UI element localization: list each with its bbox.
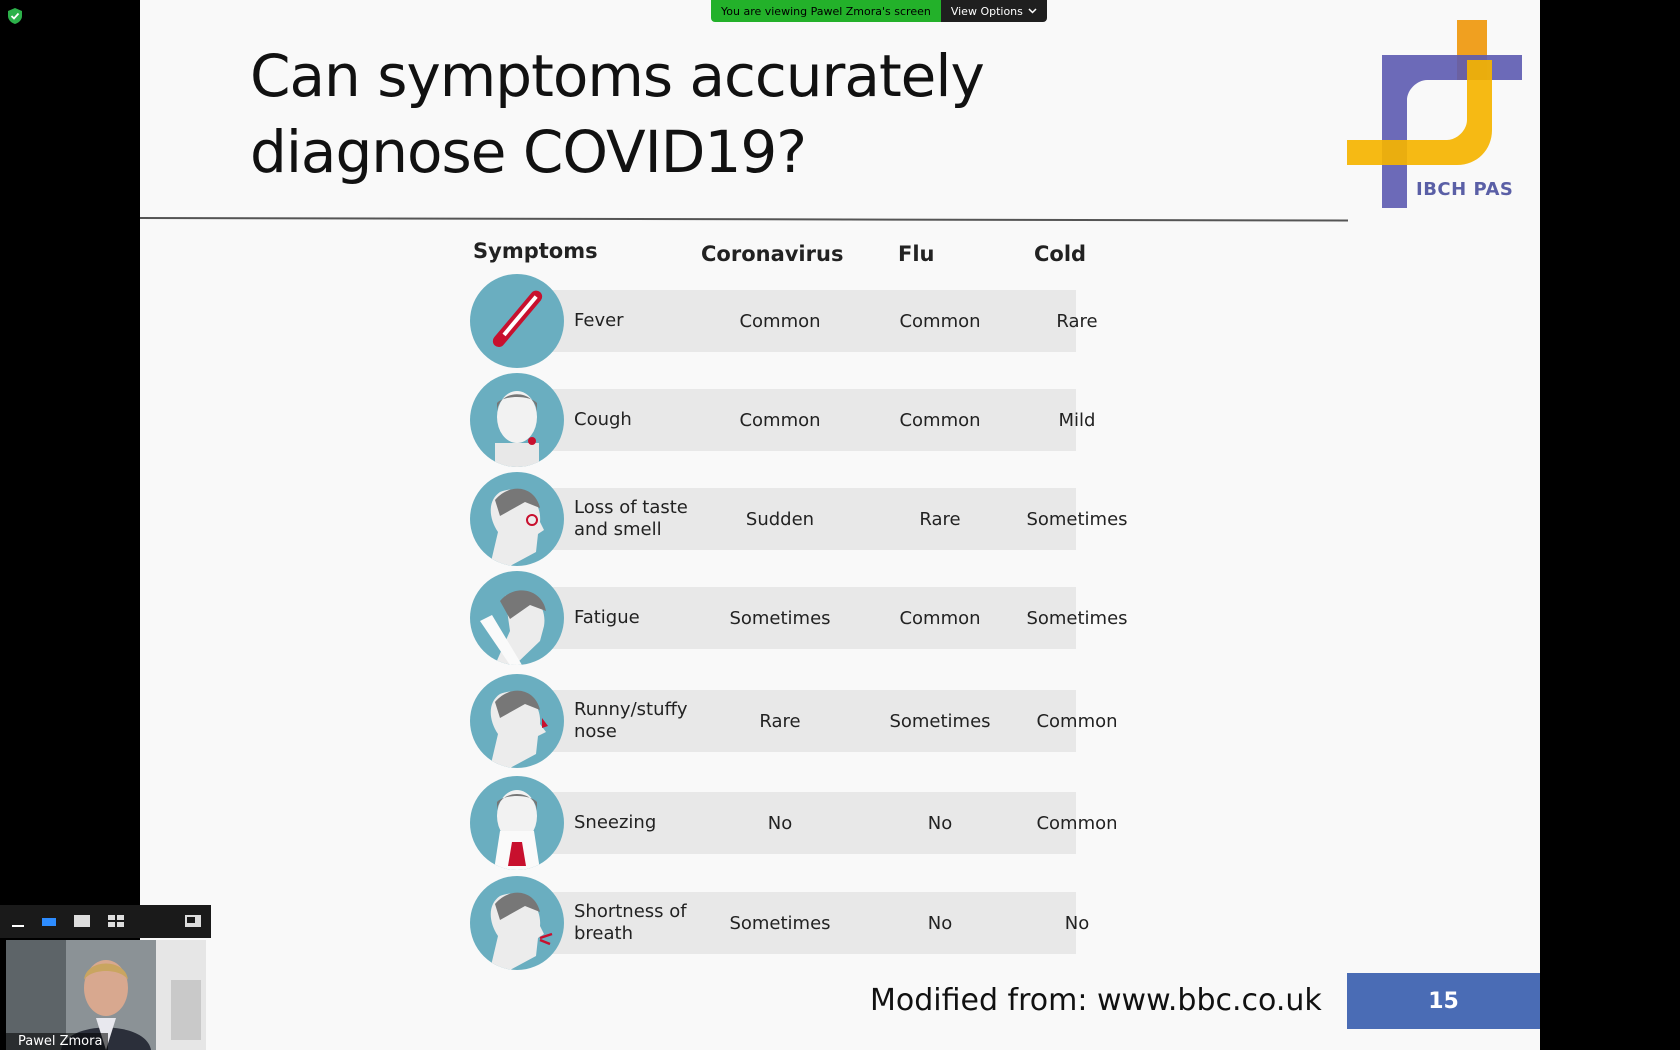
thermometer-icon	[470, 274, 564, 368]
column-header-coronavirus: Coronavirus	[701, 242, 844, 266]
taste-smell-icon	[470, 472, 564, 566]
coronavirus-value: Common	[739, 409, 821, 431]
page-number: 15	[1347, 973, 1540, 1029]
view-options-button[interactable]: View Options	[940, 0, 1047, 22]
symptom-name: Fatigue	[574, 607, 640, 628]
participant-video-tile[interactable]: Pawel Zmora	[6, 940, 206, 1050]
fatigue-icon	[470, 571, 564, 665]
row-background	[520, 690, 1076, 752]
coronavirus-value: Rare	[759, 710, 801, 732]
cold-value: Sometimes	[1026, 508, 1128, 530]
cold-value: Sometimes	[1026, 607, 1128, 629]
coronavirus-value: Common	[739, 310, 821, 332]
share-status-text: You are viewing Pawel Zmora's screen	[711, 0, 941, 22]
ibch-logo-icon	[1347, 20, 1522, 208]
security-shield-icon[interactable]	[8, 8, 22, 24]
row-background	[520, 892, 1076, 954]
shared-slide: Can symptoms accurately diagnose COVID19…	[140, 0, 1540, 1050]
slide-title: Can symptoms accurately diagnose COVID19…	[250, 42, 985, 186]
table-row: Runny/stuffy nose Rare Sometimes Common	[460, 674, 1154, 768]
table-row: Loss of taste and smell Sudden Rare Some…	[460, 472, 1154, 566]
shortness-of-breath-icon	[470, 876, 564, 970]
coronavirus-value: Sometimes	[729, 607, 831, 629]
table-row: Fatigue Sometimes Common Sometimes	[460, 571, 1154, 665]
gallery-view-icon[interactable]	[108, 915, 124, 927]
column-header-flu: Flu	[898, 242, 935, 266]
cold-value: Rare	[1056, 310, 1098, 332]
flu-value: Rare	[919, 508, 961, 530]
title-divider	[140, 217, 1348, 222]
column-header-symptoms: Symptoms	[473, 239, 598, 263]
cold-value: Common	[1036, 812, 1118, 834]
active-speaker-view-icon[interactable]	[42, 915, 56, 927]
participant-avatar	[6, 940, 206, 1050]
table-row: Cough Common Common Mild	[460, 373, 1154, 467]
symptom-name: Loss of taste and smell	[574, 497, 688, 540]
minimize-icon[interactable]	[12, 915, 24, 929]
coronavirus-value: No	[767, 812, 793, 834]
row-background	[520, 792, 1076, 854]
logo-text: IBCH PAS	[1416, 179, 1514, 200]
single-video-view-icon[interactable]	[74, 915, 90, 927]
sneezing-icon	[470, 776, 564, 870]
symptom-name: Shortness of breath	[574, 901, 687, 944]
cold-value: No	[1064, 912, 1090, 934]
symptom-name: Runny/stuffy nose	[574, 699, 688, 742]
row-background	[520, 389, 1076, 451]
cold-value: Mild	[1058, 409, 1096, 431]
flu-value: Common	[899, 310, 981, 332]
cold-value: Common	[1036, 710, 1118, 732]
flu-value: Common	[899, 607, 981, 629]
exit-video-panel-icon[interactable]	[185, 915, 201, 927]
table-row: Fever Common Common Rare	[460, 274, 1154, 368]
symptom-name: Cough	[574, 409, 632, 430]
row-background	[520, 488, 1076, 550]
video-panel-toolbar	[0, 905, 211, 938]
cough-icon	[470, 373, 564, 467]
coronavirus-value: Sudden	[745, 508, 815, 530]
table-row: Sneezing No No Common	[460, 776, 1154, 870]
row-background	[520, 587, 1076, 649]
row-background	[520, 290, 1076, 352]
flu-value: No	[927, 812, 953, 834]
chevron-down-icon	[1028, 8, 1037, 14]
view-options-label: View Options	[950, 4, 1023, 18]
column-header-cold: Cold	[1034, 242, 1087, 266]
flu-value: Common	[899, 409, 981, 431]
coronavirus-value: Sometimes	[729, 912, 831, 934]
symptom-name: Fever	[574, 310, 624, 331]
flu-value: No	[927, 912, 953, 934]
symptom-name: Sneezing	[574, 812, 657, 833]
source-credit: Modified from: www.bbc.co.uk	[870, 983, 1322, 1018]
screen-share-banner: You are viewing Pawel Zmora's screen Vie…	[711, 0, 1047, 22]
table-row: Shortness of breath Sometimes No No	[460, 876, 1154, 970]
participant-name: Pawel Zmora	[6, 1033, 109, 1050]
runny-nose-icon	[470, 674, 564, 768]
flu-value: Sometimes	[889, 710, 991, 732]
